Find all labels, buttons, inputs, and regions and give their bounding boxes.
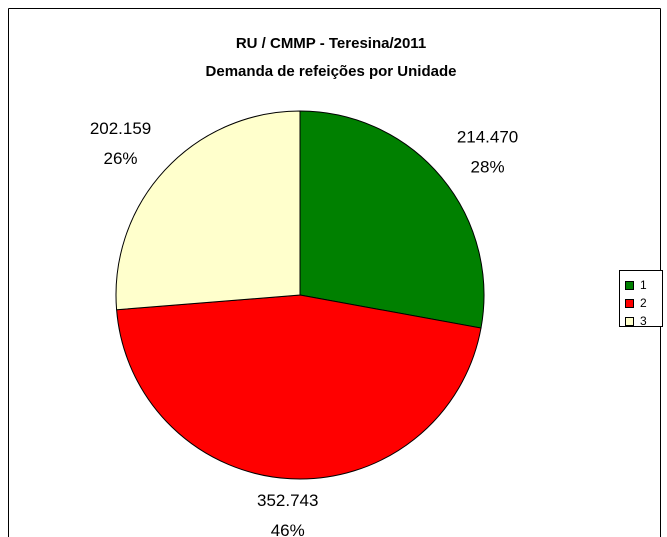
value-label: 214.470: [457, 127, 518, 146]
legend-label: 3: [640, 314, 647, 328]
percent-label: 28%: [471, 157, 505, 176]
pie-slice: [299, 110, 485, 329]
value-label: 352.743: [257, 491, 318, 510]
legend-label: 2: [640, 296, 647, 310]
chart-subtitle: Demanda de refeições por Unidade: [206, 63, 457, 80]
chart-title: RU / CMMP - Teresina/2011: [236, 35, 426, 52]
legend-swatch: [625, 317, 634, 326]
pie-slice: [116, 294, 482, 480]
percent-label: 26%: [104, 149, 138, 168]
legend-label: 1: [640, 278, 647, 292]
percent-label: 46%: [271, 521, 305, 537]
value-label: 202.159: [90, 119, 151, 138]
pie-slice: [115, 110, 301, 311]
legend-swatch: [625, 299, 634, 308]
legend-swatch: [625, 281, 634, 290]
